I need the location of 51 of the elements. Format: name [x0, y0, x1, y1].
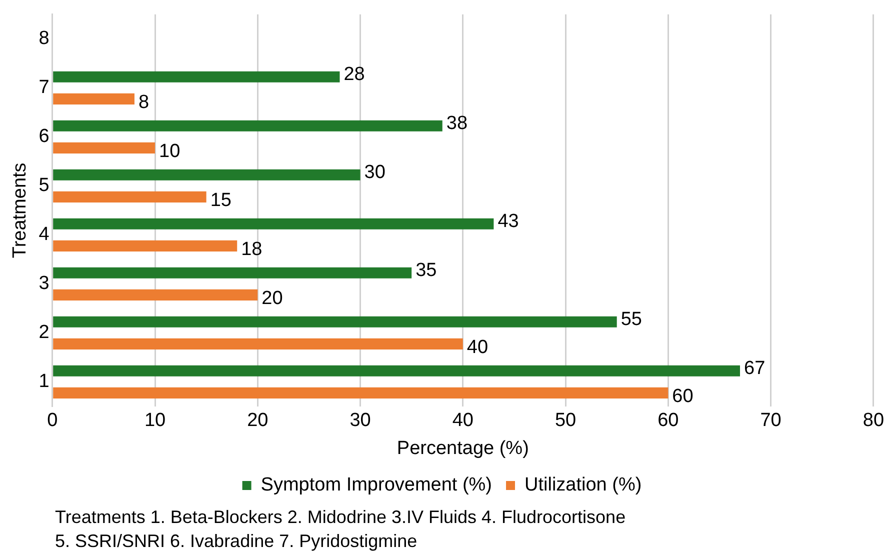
x-tick-label: 30	[350, 410, 371, 432]
bar	[53, 338, 463, 350]
data-label: 8	[138, 92, 150, 114]
x-tick-label: 10	[144, 410, 166, 432]
y-tick-label: 2	[38, 322, 50, 344]
x-tick-label: 0	[47, 410, 58, 432]
data-label: 67	[744, 358, 766, 380]
x-axis-title: Percentage (%)	[396, 438, 529, 459]
bar	[53, 71, 340, 82]
bar	[53, 120, 442, 132]
bar	[53, 289, 258, 300]
bar	[53, 191, 206, 202]
y-tick-label: 1	[38, 371, 50, 392]
data-label: 40	[466, 337, 488, 358]
y-tick-label: 4	[38, 224, 50, 246]
data-label: 10	[159, 141, 180, 162]
bar	[53, 316, 617, 328]
data-label: 55	[620, 309, 642, 330]
data-label: 38	[446, 113, 468, 134]
data-label: 35	[416, 260, 437, 282]
x-tick-label: 60	[658, 410, 679, 432]
y-tick-label: 6	[38, 126, 50, 148]
legend-label: Utilization (%)	[524, 474, 642, 496]
y-tick-label: 5	[38, 175, 50, 196]
data-label: 30	[364, 162, 386, 184]
bar	[53, 365, 740, 376]
legend-label: Symptom Improvement (%)	[260, 474, 492, 496]
y-tick-label: 7	[38, 77, 50, 98]
x-tick-label: 70	[760, 410, 782, 432]
text: Treatments 1. Beta-Blockers 2. Midodrine 3.IV Fluids 4. Fludrocortisone	[55, 506, 627, 529]
data-label: 28	[344, 64, 365, 86]
y-tick-label: 3	[38, 273, 50, 294]
bar	[53, 267, 412, 278]
data-label: 43	[498, 211, 519, 232]
bar	[53, 93, 134, 104]
bar	[53, 142, 155, 154]
data-label: 20	[262, 288, 283, 310]
y-tick-label: 8	[38, 28, 50, 50]
x-tick-label: 50	[554, 410, 576, 432]
bar	[53, 240, 238, 252]
x-tick-label: 20	[247, 410, 268, 432]
x-tick-label: 40	[452, 410, 474, 432]
data-label: 18	[241, 239, 262, 260]
text: 5. SSRI/SNRI 6. Ivabradine 7. Pyridostigmine	[55, 530, 418, 553]
bar	[53, 218, 494, 230]
bar	[53, 387, 668, 398]
bar	[53, 169, 360, 180]
data-label: 15	[210, 190, 232, 212]
x-tick-label: 80	[862, 410, 884, 432]
y-axis-title: Treatments	[10, 162, 31, 258]
data-label: 60	[672, 386, 694, 408]
